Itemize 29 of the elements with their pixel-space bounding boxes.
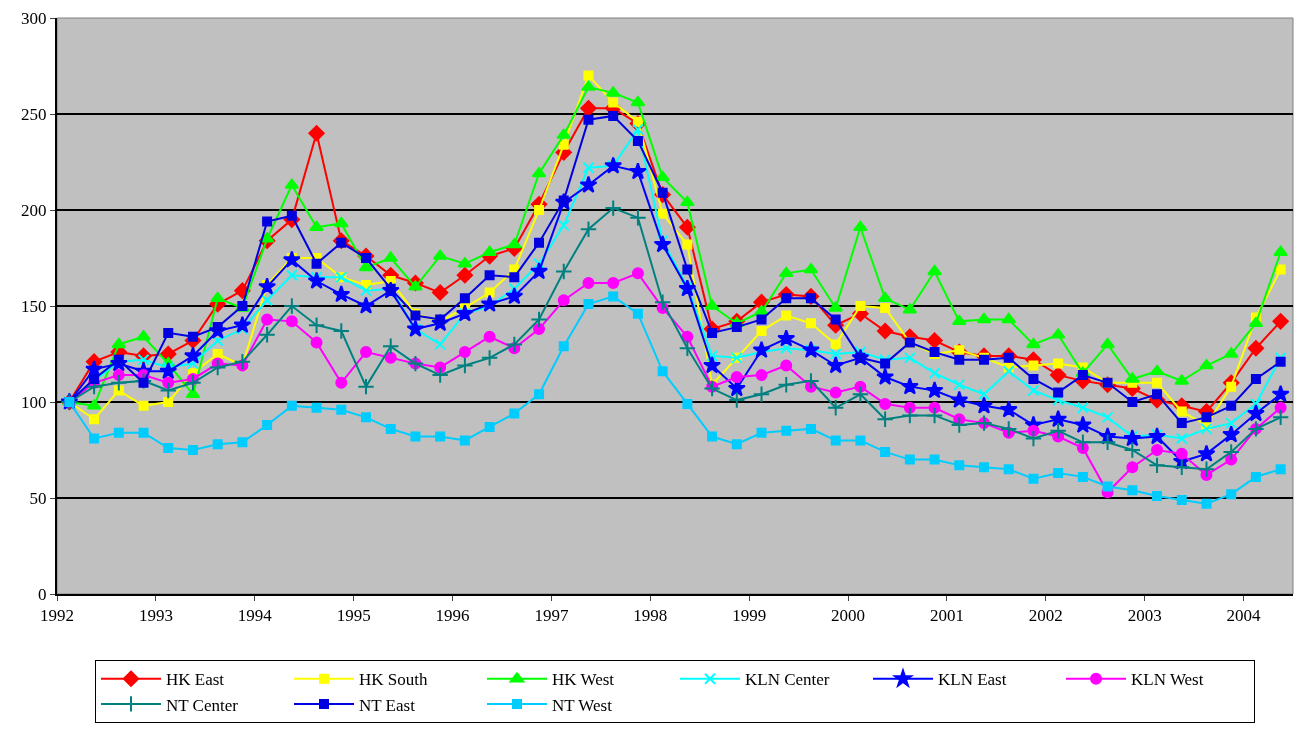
legend-label: HK East <box>166 670 225 690</box>
x-tick-label: 1996 <box>435 606 470 626</box>
y-tick-label: 300 <box>21 8 47 28</box>
x-tick-label: 2001 <box>929 606 964 626</box>
legend-label: NT Center <box>166 695 239 715</box>
x-tick-label: 1995 <box>336 606 371 626</box>
x-tick-label: 1994 <box>237 606 273 626</box>
legend-label: HK West <box>552 670 615 690</box>
x-tick-label: 1998 <box>633 606 668 626</box>
x-tick-label: 2000 <box>831 606 866 626</box>
legend-label: KLN East <box>938 670 1007 690</box>
y-tick-label: 50 <box>29 488 47 508</box>
y-tick-label: 250 <box>21 104 47 124</box>
x-tick-label: 1997 <box>534 606 569 626</box>
legend-label: KLN Center <box>745 670 830 690</box>
legend-label: NT East <box>359 695 416 715</box>
y-tick-label: 150 <box>21 296 47 316</box>
legend-label: NT West <box>552 695 613 715</box>
legend-label: HK South <box>359 670 428 690</box>
y-tick-label: 200 <box>21 200 47 220</box>
x-tick-label: 1999 <box>732 606 767 626</box>
x-tick-label: 2003 <box>1127 606 1162 626</box>
y-tick-label: 100 <box>21 392 47 412</box>
x-tick-label: 2004 <box>1226 606 1262 626</box>
x-tick-label: 1993 <box>138 606 173 626</box>
x-tick-label: 1992 <box>40 606 74 626</box>
legend-label: KLN West <box>1131 670 1204 690</box>
y-tick-label: 0 <box>38 584 47 604</box>
x-tick-label: 2002 <box>1028 606 1063 626</box>
